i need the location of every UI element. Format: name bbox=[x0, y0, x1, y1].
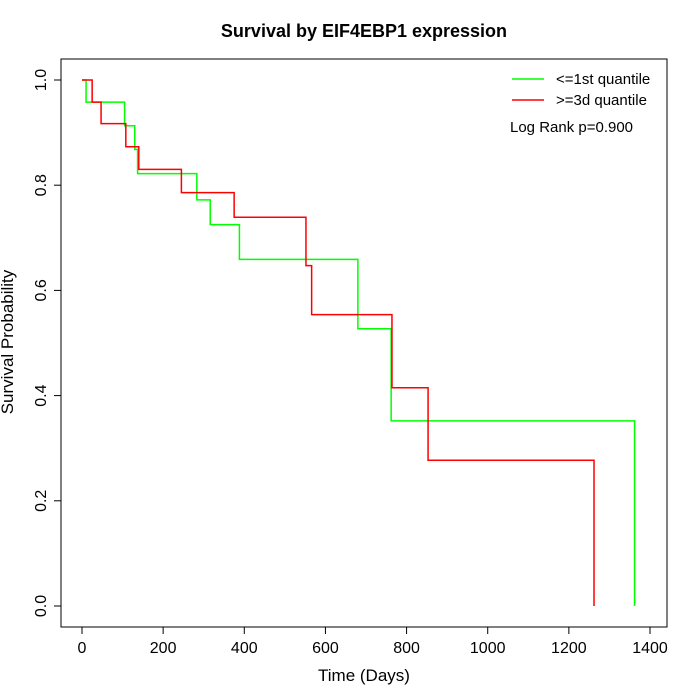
survival-curve-high bbox=[82, 79, 595, 606]
x-tick-label: 1200 bbox=[551, 640, 587, 657]
plot-frame bbox=[60, 58, 668, 628]
log-rank-annotation: Log Rank p=0.900 bbox=[510, 119, 633, 136]
x-tick-label: 1000 bbox=[470, 640, 506, 657]
y-tick-label: 0.2 bbox=[33, 490, 50, 512]
x-tick-label: 800 bbox=[393, 640, 420, 657]
x-tick-label: 600 bbox=[312, 640, 339, 657]
legend: <=1st quantile >=3d quantile bbox=[512, 71, 650, 109]
chart-title: Survival by EIF4EBP1 expression bbox=[221, 21, 507, 41]
y-tick-label: 0.4 bbox=[33, 384, 50, 406]
y-axis: 0.0 0.2 0.4 0.6 0.8 1.0 bbox=[33, 69, 62, 617]
x-axis-label: Time (Days) bbox=[318, 666, 410, 685]
x-tick-label: 0 bbox=[78, 640, 87, 657]
survival-curve-low bbox=[82, 79, 636, 606]
y-axis-label: Survival Probability bbox=[0, 269, 17, 414]
y-tick-label: 0.6 bbox=[33, 279, 50, 301]
y-tick-label: 0.8 bbox=[33, 174, 50, 196]
series-lines bbox=[82, 79, 636, 606]
legend-label-high: >=3d quantile bbox=[556, 92, 647, 109]
x-tick-label: 200 bbox=[150, 640, 177, 657]
x-axis: 0 200 400 600 800 1000 1200 1400 bbox=[78, 626, 668, 657]
x-tick-label: 1400 bbox=[632, 640, 668, 657]
x-tick-label: 400 bbox=[231, 640, 258, 657]
y-tick-label: 1.0 bbox=[33, 69, 50, 91]
legend-label-low: <=1st quantile bbox=[556, 71, 650, 88]
y-tick-label: 0.0 bbox=[33, 595, 50, 617]
